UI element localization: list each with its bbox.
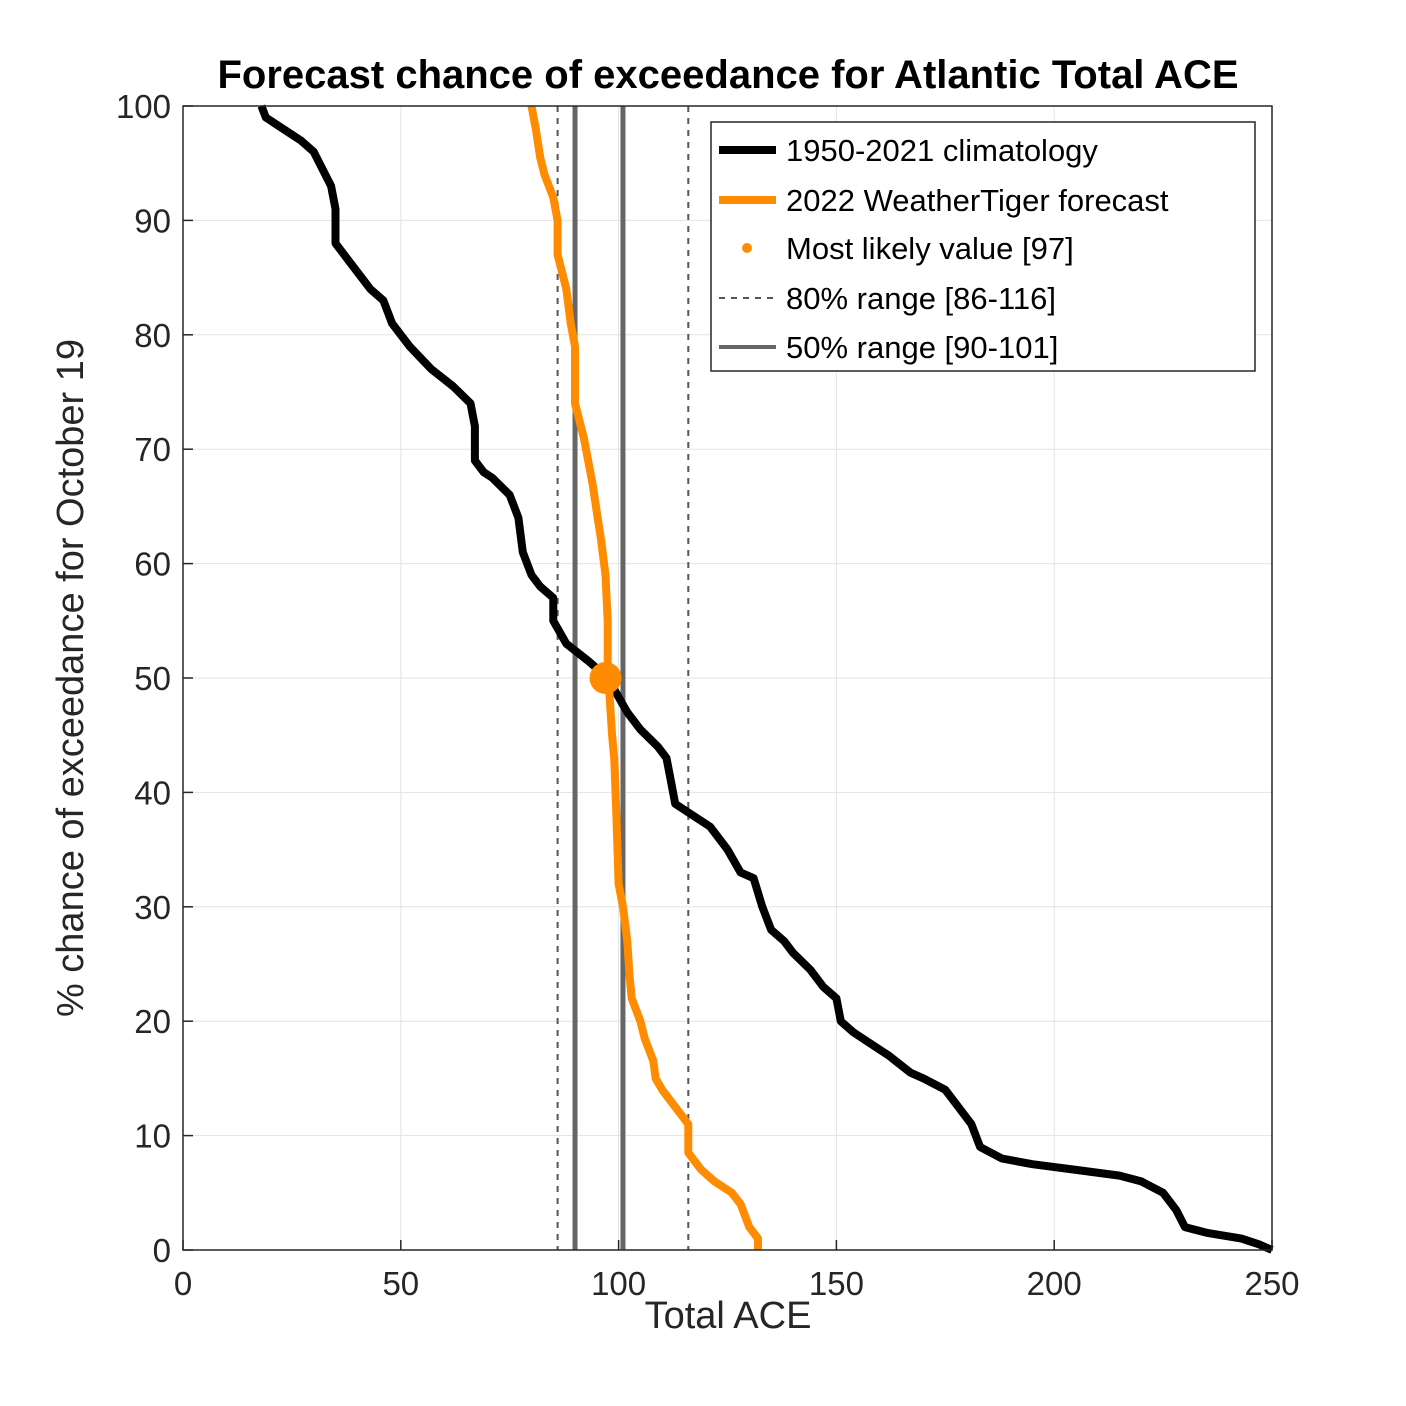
forecast-line bbox=[527, 105, 762, 1250]
y-tick-label: 0 bbox=[153, 1232, 171, 1269]
x-axis-label: Total ACE bbox=[645, 1295, 812, 1337]
y-tick-labels: 0 10 20 30 40 50 60 70 80 90 100 bbox=[116, 88, 171, 1269]
legend: 1950-2021 climatology 2022 WeatherTiger … bbox=[710, 121, 1256, 372]
climatology-line bbox=[257, 104, 1274, 1254]
y-tick-label: 30 bbox=[134, 889, 171, 926]
y-tick-label: 50 bbox=[134, 660, 171, 697]
axes-box bbox=[182, 105, 1273, 1251]
x-tick-label: 100 bbox=[591, 1265, 646, 1302]
legend-label-climatology: 1950-2021 climatology bbox=[786, 133, 1098, 168]
x-tick-labels: 0 50 100 150 200 250 bbox=[174, 1265, 1300, 1302]
x-tick-label: 150 bbox=[809, 1265, 864, 1302]
y-tick-label: 40 bbox=[134, 774, 171, 811]
range-lines bbox=[556, 106, 690, 1250]
y-tick-label: 100 bbox=[116, 88, 171, 125]
y-tick-label: 60 bbox=[134, 546, 171, 583]
series-lines bbox=[257, 104, 1274, 1254]
y-axis-label: % chance of exceedance for October 19 bbox=[50, 339, 92, 1017]
most-likely-marker-group bbox=[589, 662, 622, 694]
y-tick-label: 80 bbox=[134, 317, 171, 354]
legend-label-80-range: 80% range [86-116] bbox=[786, 281, 1056, 316]
x-tick-label: 50 bbox=[382, 1265, 419, 1302]
legend-swatch-most-likely bbox=[742, 243, 752, 253]
y-tick-label: 90 bbox=[134, 202, 171, 239]
chart-title: Forecast chance of exceedance for Atlant… bbox=[217, 53, 1238, 97]
legend-label-most-likely: Most likely value [97] bbox=[786, 231, 1074, 266]
y-tick-label: 20 bbox=[134, 1003, 171, 1040]
most-likely-marker bbox=[589, 662, 622, 694]
y-tick-label: 70 bbox=[134, 431, 171, 468]
legend-label-50-range: 50% range [90-101] bbox=[786, 330, 1058, 365]
y-tick-label: 10 bbox=[134, 1118, 171, 1155]
x-tick-label: 250 bbox=[1244, 1265, 1299, 1302]
x-tick-label: 0 bbox=[174, 1265, 192, 1302]
legend-box bbox=[710, 121, 1256, 372]
x-tick-label: 200 bbox=[1027, 1265, 1082, 1302]
legend-label-forecast: 2022 WeatherTiger forecast bbox=[786, 183, 1169, 218]
